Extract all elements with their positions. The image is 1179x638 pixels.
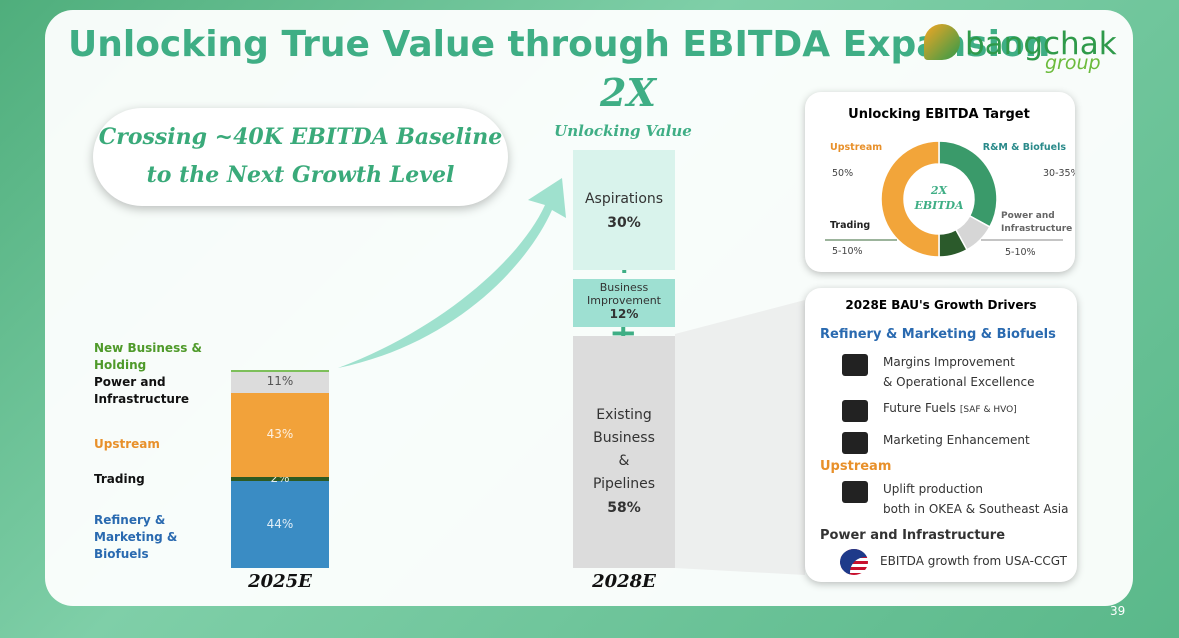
- callout: [93, 108, 508, 206]
- slice-value: 5-10%: [1005, 247, 1036, 258]
- drivers-title: 2028E BAU's Growth Drivers: [845, 298, 1037, 312]
- driver-line: EBITDA growth from USA-CCGT: [880, 554, 1067, 568]
- legend-label: Refinery & Marketing & Biofuels: [94, 513, 178, 561]
- driver-icon: [842, 354, 868, 376]
- segment-text: Aspirations 30%: [573, 188, 675, 231]
- bar-segment: [231, 392, 329, 478]
- slice-label: Power and Infrastructure: [1001, 211, 1073, 234]
- page-number: 39: [1110, 604, 1126, 618]
- driver-line: Future Fuels: [883, 401, 956, 415]
- slice-value: 50%: [832, 168, 853, 179]
- category-label: 2028E: [592, 571, 656, 592]
- driver-line: Margins Improvement: [883, 355, 1015, 369]
- driver-line: & Operational Excellence: [883, 375, 1035, 389]
- value-label: 58%: [607, 500, 641, 516]
- zoom-wedge: [675, 300, 805, 575]
- chart-title: 2X: [600, 70, 656, 115]
- driver-text: Marketing Enhancement: [883, 430, 1030, 450]
- slice-value: 30-35%: [1043, 168, 1075, 179]
- bar-segment: [573, 279, 675, 327]
- segment-name: Business Improvement: [587, 281, 661, 307]
- value-label: 30%: [607, 215, 641, 231]
- callout-line: Crossing ~40K EBITDA Baseline: [98, 124, 503, 150]
- center-label: 2X EBITDA: [914, 184, 964, 212]
- logo-sub: group: [1045, 52, 1101, 74]
- slide-title: Unlocking True Value through EBITDA Expa…: [68, 24, 1051, 65]
- pie-hole: [905, 165, 973, 233]
- slice-label: Upstream: [830, 142, 882, 153]
- bar-segment: [231, 371, 329, 393]
- legend-label: Trading: [94, 472, 145, 486]
- driver-line: both in OKEA & Southeast Asia: [883, 502, 1069, 516]
- bar-segment: [231, 481, 329, 568]
- bar-segment: [573, 150, 675, 270]
- driver-icon: [842, 432, 868, 454]
- segment-name: Existing Business & Pipelines: [592, 407, 656, 492]
- bar-segment: [231, 370, 329, 372]
- flag-icon: [840, 549, 868, 575]
- section-heading: Upstream: [820, 459, 892, 474]
- bar-segment: [231, 477, 329, 482]
- segment-name: Aspirations: [584, 191, 664, 207]
- value-label: 12%: [609, 307, 639, 321]
- chart-title: Unlocking EBITDA Target: [848, 107, 1030, 122]
- growth-arrow: [338, 178, 566, 368]
- pie-slice: [880, 140, 940, 258]
- driver-line: Uplift production: [883, 482, 984, 496]
- value-label: 43%: [266, 427, 294, 442]
- driver-text: EBITDA growth from USA-CCGT: [880, 551, 1067, 571]
- driver-text: Future Fuels [SAF & HVO]: [883, 398, 1017, 420]
- value-label: 11%: [266, 373, 294, 388]
- value-label: 44%: [266, 516, 294, 531]
- legend-label: New Business & Holding: [94, 341, 202, 372]
- segment-text: Business Improvement 12%: [573, 281, 675, 321]
- legend-label: Power and Infrastructure: [94, 375, 190, 406]
- category-label: 2025E: [248, 571, 312, 592]
- logo-mark: [924, 24, 960, 60]
- callout-line: to the Next Growth Level: [146, 162, 455, 188]
- slice-value: 5-10%: [832, 246, 863, 257]
- legend-label: Upstream: [94, 437, 160, 451]
- driver-text: Margins Improvement & Operational Excelle…: [883, 352, 1034, 392]
- segment-text: Existing Business & Pipelines 58%: [573, 404, 675, 516]
- logo: bangchak: [965, 26, 1117, 62]
- driver-icon: [842, 400, 868, 422]
- driver-note: [SAF & HVO]: [959, 405, 1017, 415]
- driver-line: Marketing Enhancement: [883, 433, 1030, 447]
- bar-segment: [573, 336, 675, 568]
- slice-label: R&M & Biofuels: [983, 142, 1067, 153]
- chart-subtitle: Unlocking Value: [554, 122, 692, 140]
- pie-chart: Unlocking EBITDA Target R&M & Biofuels 30-…: [825, 107, 1075, 258]
- section-heading: Power and Infrastructure: [820, 528, 1006, 543]
- driver-icon: [842, 481, 868, 503]
- driver-text: Uplift production both in OKEA & Southeas…: [883, 479, 1068, 519]
- section-heading: Refinery & Marketing & Biofuels: [820, 327, 1056, 342]
- slice-label: Trading: [830, 220, 870, 231]
